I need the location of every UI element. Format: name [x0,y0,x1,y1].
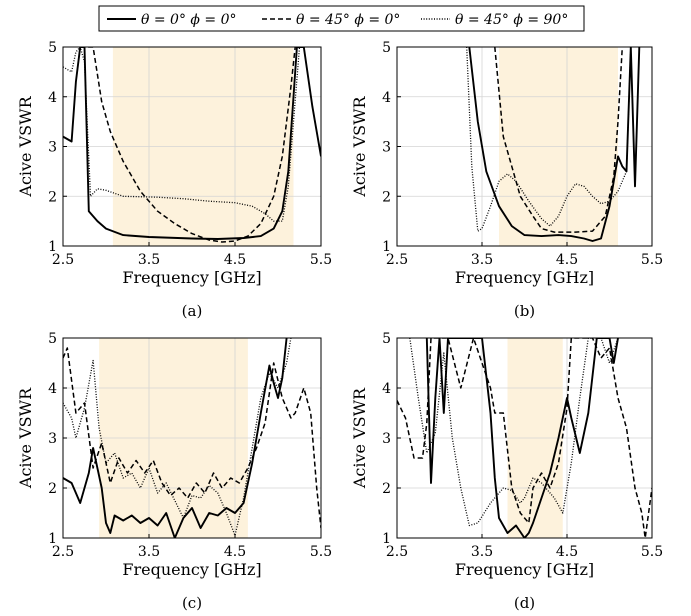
y-tick-label: 3 [382,140,391,156]
series-line-dashed [80,47,296,243]
y-axis-label: Acive VSWR [350,95,369,197]
x-axis-label: Frequency [GHz] [122,560,261,579]
series-line-dashed [494,47,624,233]
x-tick-label: 3.5 [138,252,160,268]
x-tick-label: 3.5 [471,252,493,268]
panel-c: 2.5 3.5 4.5 5.5 1 2 3 4 5 Frequency [GHz] Acive VS… [16,331,332,612]
panel-label: (c) [182,594,202,612]
y-tick-label: 1 [48,531,57,547]
y-tick-label: 1 [48,239,57,255]
y-tick-label: 2 [48,481,57,497]
x-tick-label: 5.5 [641,544,663,560]
y-tick-label: 3 [48,431,57,447]
x-tick-label: 4.5 [224,252,246,268]
x-tick-label: 2.5 [386,544,408,560]
panel-label: (a) [182,302,203,320]
y-tick-label: 5 [382,331,391,347]
y-tick-label: 2 [382,481,391,497]
x-axis-label: Frequency [GHz] [122,268,261,287]
series-line-solid [63,47,321,240]
series-line-solid [425,338,619,538]
x-tick-label: 3.5 [471,544,493,560]
y-tick-label: 3 [48,140,57,156]
series-line-dotted [63,47,301,222]
x-tick-label: 4.5 [224,544,246,560]
legend-label-dashed: θ = 45° ϕ = 0° [296,12,400,28]
x-tick-label: 5.5 [641,252,663,268]
x-tick-label: 5.5 [310,252,332,268]
x-tick-label: 4.5 [556,252,578,268]
y-tick-label: 4 [382,381,391,397]
panel-b: 2.5 3.5 4.5 5.5 1 2 3 4 5 Frequency [GHz] Acive VS… [350,40,663,320]
x-tick-label: 3.5 [138,544,160,560]
y-tick-label: 4 [48,381,57,397]
x-tick-label: 2.5 [386,252,408,268]
y-tick-label: 2 [382,189,391,205]
panel-a: 2.5 3.5 4.5 5.5 1 2 3 4 5 Frequency [GHz] Acive VS… [16,40,332,320]
y-tick-label: 1 [382,531,391,547]
panel-label: (b) [514,302,535,320]
legend-box [98,5,585,32]
y-axis-label: Acive VSWR [16,387,35,489]
y-tick-label: 5 [48,40,57,56]
x-tick-label: 2.5 [52,544,74,560]
y-tick-label: 4 [48,90,57,106]
x-tick-label: 4.5 [556,544,578,560]
y-tick-label: 5 [382,40,391,56]
panel-d: 2.5 3.5 4.5 5.5 1 2 3 4 5 Frequency [GHz] Acive VS… [350,331,663,612]
y-tick-label: 1 [382,239,391,255]
legend: θ = 0° ϕ = 0° θ = 45° ϕ = 0° θ = 45° ϕ =… [98,5,585,32]
legend-label-dotted: θ = 45° ϕ = 90° [455,12,568,28]
y-tick-label: 5 [48,331,57,347]
panel-label: (d) [514,594,535,612]
y-tick-label: 2 [48,189,57,205]
y-tick-label: 4 [382,90,391,106]
x-axis-label: Frequency [GHz] [455,268,594,287]
series-line-solid [63,338,288,538]
legend-label-solid: θ = 0° ϕ = 0° [141,12,237,28]
y-axis-label: Acive VSWR [350,387,369,489]
x-tick-label: 2.5 [52,252,74,268]
y-tick-label: 3 [382,431,391,447]
x-tick-label: 5.5 [310,544,332,560]
x-axis-label: Frequency [GHz] [455,560,594,579]
y-axis-label: Acive VSWR [16,95,35,197]
